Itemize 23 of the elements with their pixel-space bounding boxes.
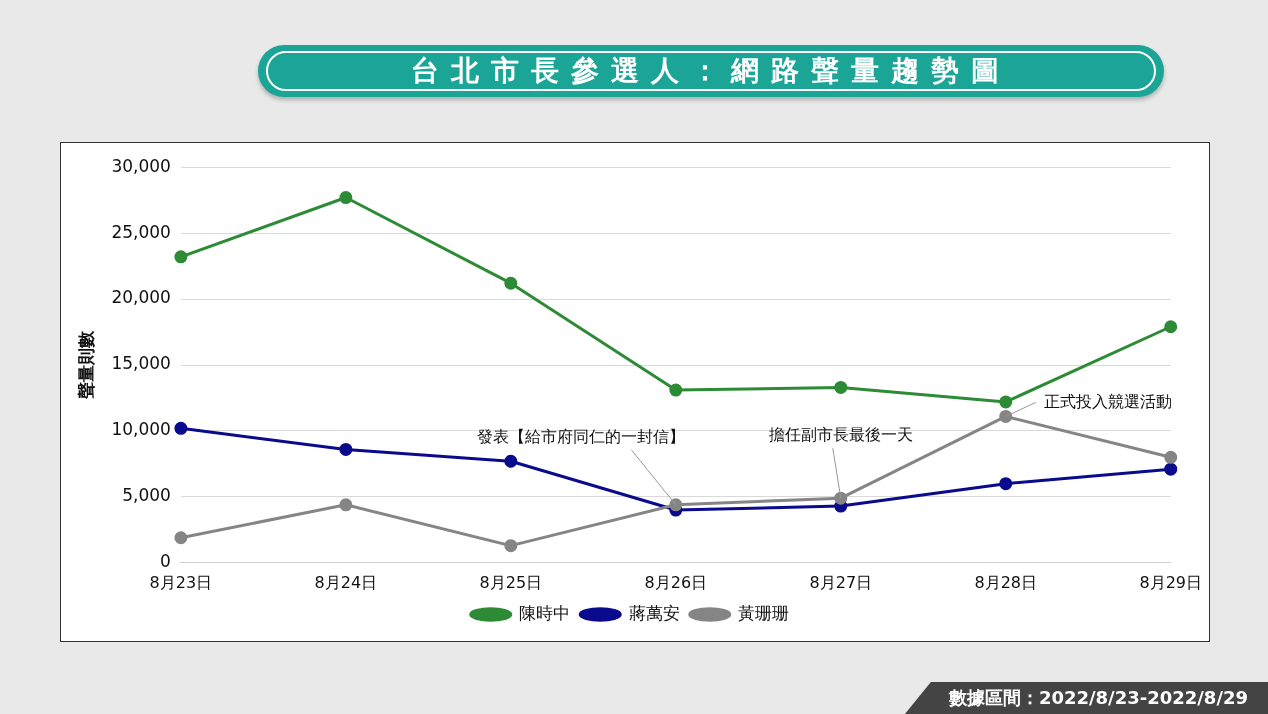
x-tick-label: 8月24日 bbox=[314, 572, 378, 592]
y-tick-label: 15,000 bbox=[111, 353, 171, 374]
text: 數據區間：2022/8/23-2022/8/29 bbox=[904, 682, 1268, 714]
y-axis-title: 聲量則數 bbox=[75, 330, 96, 400]
y-tick-label: 10,000 bbox=[111, 419, 171, 440]
x-tick-label: 8月26日 bbox=[644, 572, 708, 592]
annotation: 正式投入競選活動 bbox=[1043, 391, 1172, 411]
legend-label: 陳時中 bbox=[519, 602, 571, 623]
y-tick-label: 30,000 bbox=[111, 155, 171, 176]
x-tick-label: 8月29日 bbox=[1139, 572, 1202, 592]
annotation: 發表【給市府同仁的一封信】 bbox=[476, 426, 685, 446]
legend-label: 黃珊珊 bbox=[738, 602, 790, 623]
x-tick-label: 8月27日 bbox=[809, 572, 873, 592]
x-tick-label: 8月23日 bbox=[149, 572, 213, 592]
legend-label: 蔣萬安 bbox=[628, 602, 680, 623]
annotation: 擔任副市長最後一天 bbox=[768, 425, 913, 445]
y-tick-label: 20,000 bbox=[111, 287, 171, 308]
y-tick-label: 5,000 bbox=[122, 485, 171, 506]
chart-title: 台北市長參選人：網路聲量趨勢圖 bbox=[411, 53, 1011, 89]
x-tick-label: 8月25日 bbox=[479, 572, 543, 592]
x-tick-label: 8月28日 bbox=[974, 572, 1038, 592]
y-tick-label: 0 bbox=[160, 551, 171, 572]
y-tick-label: 25,000 bbox=[111, 221, 171, 242]
